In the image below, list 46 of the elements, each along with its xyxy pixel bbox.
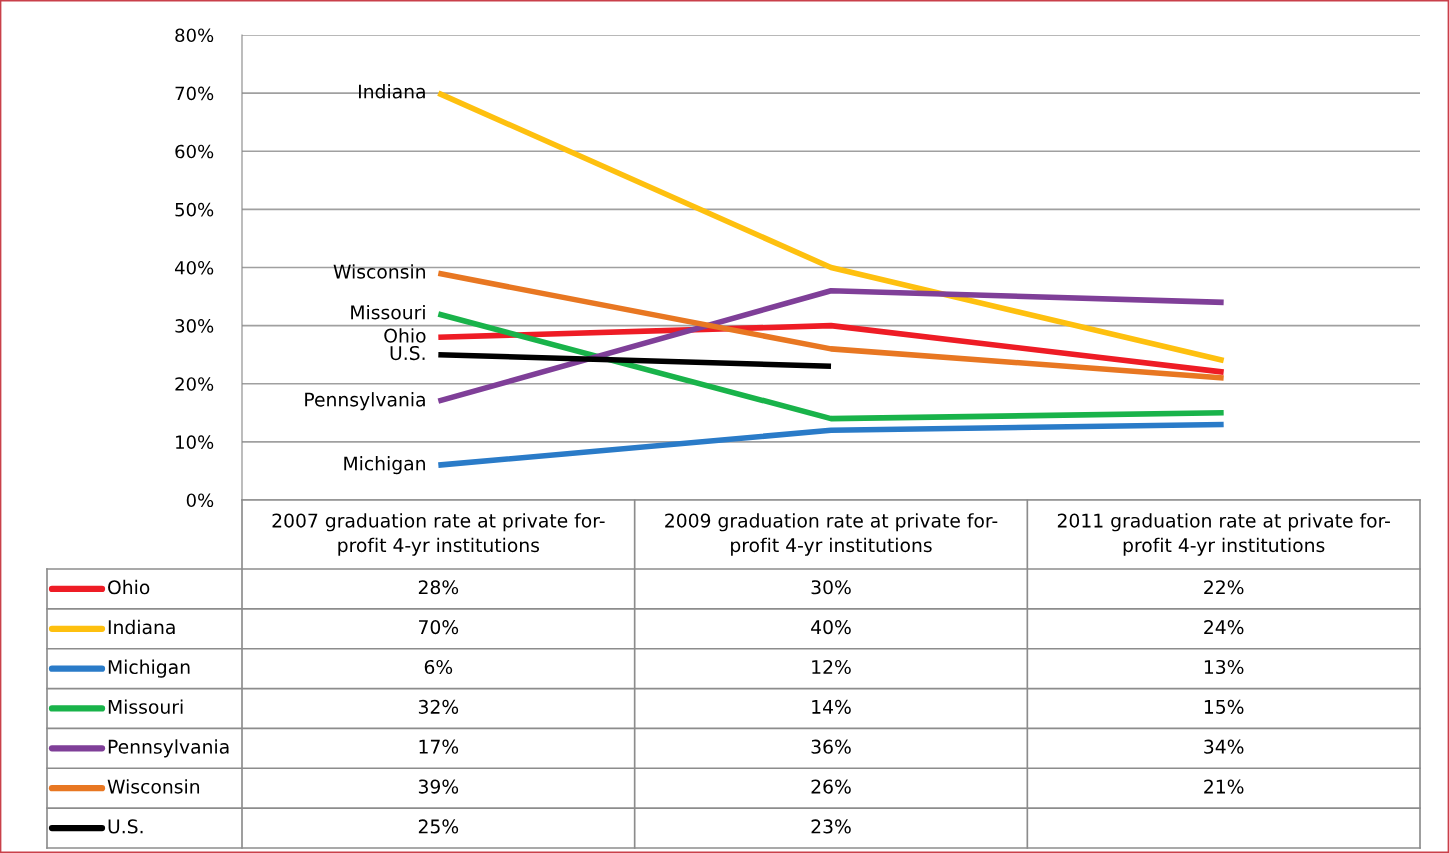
legend-label: Michigan [108, 659, 190, 678]
legend-label: Indiana [108, 619, 175, 635]
data-label: 26% [811, 779, 851, 794]
data-label: 24% [1204, 620, 1244, 635]
text: U.S. [390, 345, 425, 361]
data-label: 15% [1204, 699, 1244, 714]
data-label: 25% [418, 819, 459, 834]
data-label: 12% [812, 659, 851, 675]
y-tick-label: 30% [175, 319, 214, 333]
legend-label: Missouri [108, 699, 183, 714]
y-tick-label: 70% [175, 86, 214, 101]
data-label: 28% [418, 580, 459, 595]
data-label: 13% [1204, 659, 1244, 675]
data-label: 30% [811, 580, 851, 595]
text: Ohio [384, 328, 426, 343]
y-tick-label: 20% [175, 377, 214, 391]
data-label: 70% [419, 620, 459, 635]
y-tick-label: 10% [176, 435, 214, 449]
y-tick-label: 40% [174, 260, 214, 275]
data-label: 36% [811, 739, 851, 754]
data-label: 32% [418, 699, 459, 714]
text: Missouri [351, 304, 425, 320]
x-tick-label: 2007 graduation rate at private for- profit 4-yr institutions [272, 513, 605, 556]
x-tick-label: 2011 graduation rate at private for- profit 4-yr institutions [1057, 513, 1390, 556]
legend-label: U.S. [108, 819, 143, 834]
y-tick-label: 60% [175, 144, 214, 159]
data-label: 6% [424, 659, 453, 675]
data-label: 34% [1204, 739, 1244, 754]
text: Pennsylvania [305, 392, 425, 411]
y-tick-label: 0% [186, 493, 214, 508]
x-tick-label: 2009 graduation rate at private for- profit 4-yr institutions [665, 513, 998, 556]
data-label: 39% [418, 779, 459, 794]
y-tick-label: 50% [175, 202, 214, 217]
data-label: 40% [811, 620, 851, 635]
text: Wisconsin [333, 264, 425, 279]
text: Michigan [344, 456, 425, 475]
legend-label: Wisconsin [107, 779, 200, 794]
text: Indiana [359, 84, 425, 99]
legend-label: Pennsylvania [108, 739, 229, 758]
data-label: 22% [1204, 580, 1244, 595]
data-label: 17% [419, 739, 459, 754]
data-label: 14% [812, 699, 851, 714]
data-label: 21% [1204, 779, 1244, 794]
y-tick-label: 80% [175, 28, 214, 43]
legend-label: Ohio [108, 579, 150, 595]
data-label: 23% [811, 819, 851, 834]
